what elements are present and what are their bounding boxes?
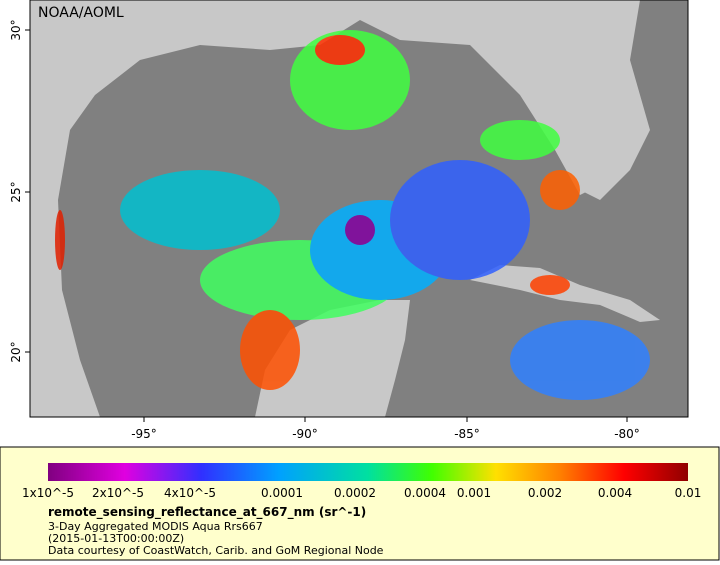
colorbar-label: 0.0002 bbox=[334, 486, 376, 500]
map-frame bbox=[29, 0, 689, 418]
lon-tick-label: -85° bbox=[454, 427, 480, 441]
lat-tick-label: 20° bbox=[9, 341, 23, 362]
lon-tick-label: -80° bbox=[614, 427, 640, 441]
caption: 3-Day Aggregated MODIS Aqua Rrs667 bbox=[48, 520, 263, 533]
caption: (2015-01-13T00:00:00Z) bbox=[48, 532, 184, 545]
caption: Data courtesy of CoastWatch, Carib. and … bbox=[48, 544, 384, 557]
colorbar-label: 2x10^-5 bbox=[92, 486, 144, 500]
colorbar-label: 1x10^-5 bbox=[22, 486, 74, 500]
credit: NOAA/AOML bbox=[38, 5, 124, 21]
colorbar-label: 0.01 bbox=[675, 486, 702, 500]
lon-tick-label: -95° bbox=[131, 427, 157, 441]
map: NOAA/AOML bbox=[29, 0, 689, 418]
colorbar-label: 0.002 bbox=[528, 486, 562, 500]
land-cuba bbox=[470, 265, 660, 322]
colorbar-label: 0.001 bbox=[457, 486, 491, 500]
colorbar-label: 0.0004 bbox=[404, 486, 446, 500]
colorbar bbox=[48, 463, 688, 481]
lat-tick-label: 30° bbox=[9, 19, 23, 40]
reflectance-field bbox=[55, 30, 650, 400]
lat-tick-label: 25° bbox=[9, 181, 23, 202]
variable-name: remote_sensing_reflectance_at_667_nm (sr… bbox=[48, 505, 366, 520]
land-florida bbox=[535, 0, 650, 200]
colorbar-label: 0.0001 bbox=[261, 486, 303, 500]
colorbar-label: 4x10^-5 bbox=[164, 486, 216, 500]
lon-tick-label: -90° bbox=[292, 427, 318, 441]
colorbar-label: 0.004 bbox=[598, 486, 632, 500]
